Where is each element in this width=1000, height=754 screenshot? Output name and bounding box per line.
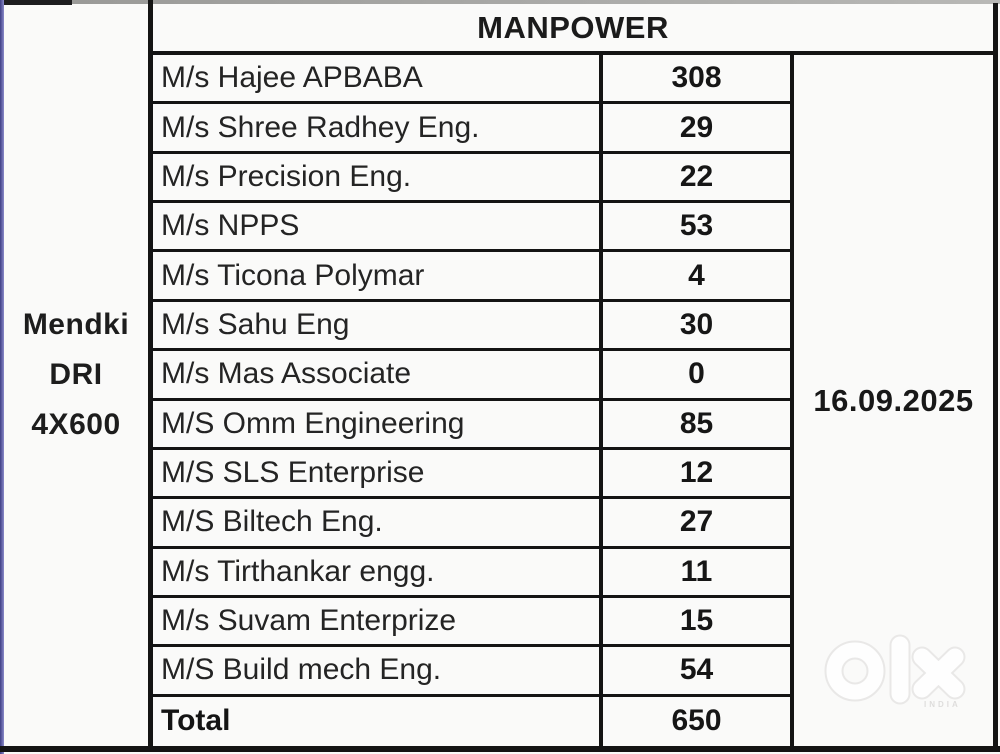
contractor-name: M/s Sahu Eng (161, 307, 350, 341)
manpower-value: 30 (679, 307, 714, 341)
table-row: M/S Omm Engineering 85 (153, 400, 790, 450)
manpower-value-cell: 29 (603, 104, 790, 150)
contractor-name: M/s Precision Eng. (161, 159, 412, 193)
contractor-name-cell: M/S SLS Enterprise (153, 449, 603, 497)
manpower-value: 53 (679, 209, 714, 243)
contractor-name-cell: M/s Shree Radhey Eng. (153, 104, 603, 151)
manpower-value-cell: 15 (603, 598, 790, 644)
top-edge-light-strip (72, 0, 1000, 4)
manpower-value: 15 (679, 604, 714, 638)
manpower-value: 11 (680, 554, 713, 588)
manpower-value-cell: 30 (603, 302, 790, 348)
manpower-value-cell: 308 (603, 55, 790, 101)
date-cell: 16.09.2025 (790, 55, 993, 746)
report-date: 16.09.2025 (813, 382, 974, 418)
contractor-name: M/s NPPS (161, 209, 300, 243)
table-right-border (993, 3, 998, 748)
contractor-name-cell: M/s NPPS (153, 203, 603, 250)
left-column-divider (148, 0, 153, 748)
unit-label-line-1: Mendki (22, 308, 130, 341)
manpower-value-cell: 22 (603, 154, 790, 200)
manpower-value-cell: 54 (603, 647, 790, 693)
contractor-name: M/s Tirthankar engg. (161, 554, 435, 588)
contractor-name: M/S Biltech Eng. (161, 505, 383, 539)
contractor-name-cell: M/s Precision Eng. (153, 153, 603, 201)
contractor-name: M/s Mas Associate (161, 357, 412, 391)
table-row: M/s Suvam Enterprize 15 (153, 597, 790, 648)
table-body: M/s Hajee APBABA 308 M/s Shree Radhey En… (153, 55, 790, 746)
table-title: MANPOWER (477, 9, 669, 45)
table-row: M/s Ticona Polymar 4 (153, 252, 790, 302)
table-row: M/s Shree Radhey Eng. 29 (153, 104, 790, 154)
manpower-value: 22 (679, 159, 714, 193)
contractor-name: M/s Hajee APBABA (161, 61, 423, 95)
manpower-value-cell: 27 (603, 499, 790, 545)
manpower-value: 29 (679, 110, 714, 144)
top-edge-dark-strip (0, 0, 72, 5)
contractor-name: M/S Omm Engineering (161, 406, 465, 440)
contractor-name-cell: M/S Omm Engineering (153, 400, 603, 447)
unit-label-line-2: DRI (49, 358, 103, 391)
total-label: Total (161, 704, 231, 738)
manpower-value-cell: 11 (603, 549, 790, 595)
table-row: M/s Mas Associate 0 (153, 351, 790, 401)
manpower-value-cell: 12 (603, 450, 790, 496)
table-row: M/s NPPS 53 (153, 203, 790, 253)
table-row: M/s Precision Eng. 22 (153, 153, 790, 204)
total-value: 650 (671, 704, 722, 738)
manpower-value: 308 (671, 61, 722, 95)
contractor-name-cell: M/S Biltech Eng. (153, 499, 603, 546)
manpower-value-cell: 85 (603, 401, 790, 447)
table-row: M/S Biltech Eng. 27 (153, 499, 790, 549)
table-bottom-border (0, 746, 1000, 752)
manpower-value: 85 (679, 406, 714, 440)
contractor-name: M/s Ticona Polymar (161, 258, 425, 292)
table-row: M/s Sahu Eng 30 (153, 301, 790, 352)
contractor-name-cell: M/S Build mech Eng. (153, 647, 603, 694)
unit-label-cell: Mendki DRI 4X600 (4, 5, 148, 745)
manpower-value: 4 (688, 258, 705, 292)
table-row: M/S SLS Enterprise 12 (153, 449, 790, 500)
contractor-name-cell: M/s Sahu Eng (153, 301, 603, 349)
contractor-name-cell: M/s Hajee APBABA (153, 55, 603, 102)
table-row: M/s Tirthankar engg. 11 (153, 548, 790, 598)
table-header-cell: MANPOWER (153, 4, 993, 55)
contractor-rows: M/s Hajee APBABA 308 M/s Shree Radhey En… (153, 55, 790, 697)
manpower-value: 54 (679, 653, 714, 687)
table-row: M/s Hajee APBABA 308 (153, 55, 790, 105)
contractor-name-cell: M/s Tirthankar engg. (153, 548, 603, 595)
manpower-value: 12 (679, 456, 714, 490)
manpower-value-cell: 4 (603, 252, 790, 298)
contractor-name: M/s Shree Radhey Eng. (161, 110, 480, 144)
total-row: Total 650 (153, 696, 790, 746)
contractor-name: M/s Suvam Enterprize (161, 604, 457, 638)
manpower-value: 0 (688, 357, 705, 391)
left-edge-line (0, 0, 4, 754)
contractor-name-cell: M/s Suvam Enterprize (153, 597, 603, 645)
manpower-value-cell: 53 (603, 203, 790, 249)
total-label-cell: Total (153, 696, 603, 746)
manpower-value-cell: 0 (603, 351, 790, 397)
contractor-name-cell: M/s Ticona Polymar (153, 252, 603, 299)
total-value-cell: 650 (603, 697, 790, 746)
contractor-name: M/S SLS Enterprise (161, 456, 425, 490)
manpower-value: 27 (679, 505, 714, 539)
unit-label-line-3: 4X600 (31, 408, 121, 441)
table-row: M/S Build mech Eng. 54 (153, 647, 790, 697)
contractor-name-cell: M/s Mas Associate (153, 351, 603, 398)
contractor-name: M/S Build mech Eng. (161, 653, 442, 687)
